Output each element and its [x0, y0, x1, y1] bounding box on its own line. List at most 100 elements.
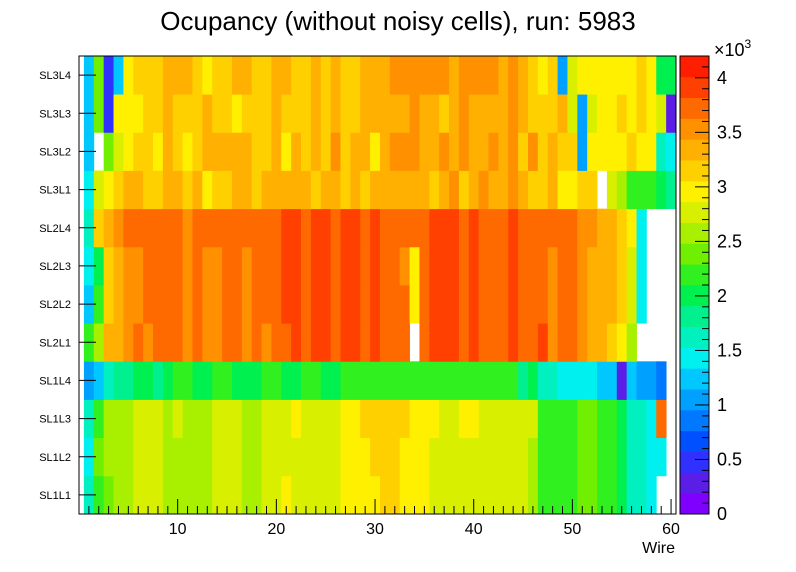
heatmap-cell — [656, 94, 667, 133]
heatmap-cell — [577, 56, 588, 95]
heatmap-cell — [202, 132, 213, 171]
heatmap-cell — [389, 475, 401, 515]
heatmap-cell — [310, 208, 322, 248]
color-scale-segment — [680, 139, 709, 161]
heatmap-cell — [212, 285, 223, 324]
heatmap-cell — [379, 361, 391, 400]
heatmap-cell — [320, 475, 332, 515]
heatmap-cell — [478, 94, 489, 133]
heatmap-cell — [577, 208, 588, 248]
heatmap-cell — [439, 170, 450, 210]
heatmap-cell — [626, 437, 637, 477]
heatmap-cell — [508, 437, 519, 477]
heatmap-cell — [597, 323, 608, 362]
heatmap-cell — [241, 246, 253, 286]
heatmap-cell — [439, 361, 450, 400]
heatmap-cell — [547, 132, 558, 171]
heatmap-cell — [478, 399, 489, 439]
heatmap-cell — [202, 361, 213, 400]
heatmap-cell — [666, 170, 677, 210]
heatmap-cell — [537, 437, 549, 477]
heatmap-cell — [458, 361, 470, 400]
heatmap-cell — [587, 170, 598, 210]
heatmap-cell — [458, 437, 470, 477]
heatmap-cell — [162, 323, 174, 362]
heatmap-cell — [527, 399, 539, 439]
heatmap-cell — [182, 246, 193, 286]
heatmap-cell — [527, 323, 539, 362]
heatmap-cell — [231, 399, 243, 439]
heatmap-cell — [143, 208, 154, 248]
heatmap-cell — [231, 208, 243, 248]
color-scale-segment — [680, 180, 709, 203]
y-category-label: SL1L2 — [39, 452, 71, 464]
heatmap-cell — [231, 285, 243, 324]
heatmap-cell — [261, 208, 272, 248]
heatmap-cell — [498, 246, 509, 286]
heatmap-cell — [537, 323, 549, 362]
heatmap-cell — [172, 246, 184, 286]
heatmap-cell — [626, 56, 637, 95]
heatmap-cell — [281, 132, 292, 171]
heatmap-cell — [468, 323, 480, 362]
heatmap-cell — [587, 437, 598, 477]
heatmap-cell — [222, 285, 233, 324]
heatmap-cell — [182, 208, 193, 248]
heatmap-cell — [212, 246, 223, 286]
heatmap-cell — [350, 208, 361, 248]
heatmap-cell — [192, 475, 203, 515]
heatmap-cell — [261, 361, 272, 400]
heatmap-cell — [597, 94, 608, 133]
heatmap-cell — [449, 170, 460, 210]
heatmap-cell — [606, 285, 618, 324]
heatmap-cell — [577, 399, 588, 439]
heatmap-cell — [370, 323, 381, 362]
heatmap-cell — [527, 285, 539, 324]
heatmap-cell — [498, 361, 509, 400]
heatmap-cell — [458, 56, 470, 95]
heatmap-cell — [577, 475, 588, 515]
heatmap-cell — [399, 56, 410, 95]
heatmap-cell — [616, 399, 628, 439]
heatmap-cell — [587, 399, 598, 439]
heatmap-cell — [350, 361, 361, 400]
heatmap-cell — [616, 94, 628, 133]
heatmap-cell — [379, 285, 391, 324]
heatmap-cell — [202, 170, 213, 210]
heatmap-cell — [330, 285, 341, 324]
heatmap-cell — [547, 437, 558, 477]
heatmap-cell — [261, 399, 272, 439]
heatmap-cell — [162, 170, 174, 210]
heatmap-cell — [478, 285, 489, 324]
heatmap-cell — [212, 208, 223, 248]
heatmap-cell — [113, 246, 124, 286]
heatmap-cell — [182, 132, 193, 171]
heatmap-cell — [340, 56, 351, 95]
heatmap-cell — [222, 170, 233, 210]
heatmap-cell — [606, 170, 618, 210]
heatmap-cell — [587, 94, 598, 133]
heatmap-cell — [478, 475, 489, 515]
heatmap-cell — [133, 246, 144, 286]
heatmap-cell — [320, 246, 332, 286]
color-scale-segment — [680, 76, 709, 99]
heatmap-cell — [301, 399, 312, 439]
heatmap-cell — [103, 56, 114, 95]
heatmap-cell — [606, 132, 618, 171]
heatmap-cell — [162, 56, 174, 95]
heatmap-cell — [222, 94, 233, 133]
heatmap-cell — [439, 323, 450, 362]
heatmap-cell — [261, 475, 272, 515]
heatmap-cell — [222, 399, 233, 439]
heatmap-cell — [291, 56, 302, 95]
heatmap-cell — [518, 399, 529, 439]
heatmap-cell — [379, 399, 391, 439]
heatmap-cell — [310, 56, 322, 95]
heatmap-cell — [557, 56, 568, 95]
heatmap-cell — [370, 437, 381, 477]
heatmap-cell — [567, 246, 578, 286]
heatmap-cell — [123, 475, 134, 515]
heatmap-cell — [379, 246, 391, 286]
heatmap-cell — [301, 170, 312, 210]
heatmap-cell — [320, 437, 332, 477]
